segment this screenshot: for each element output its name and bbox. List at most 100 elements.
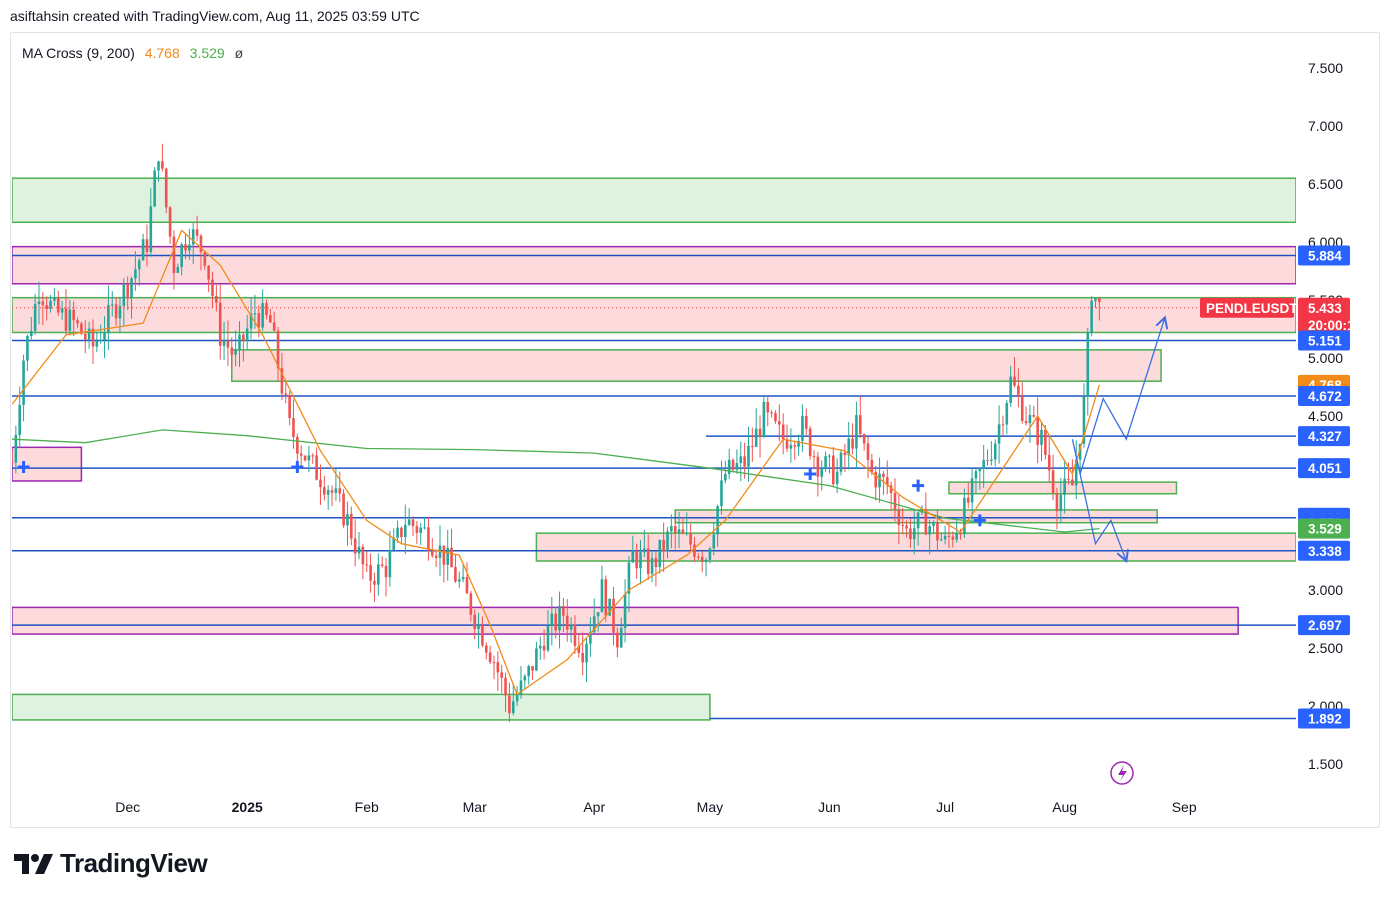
candle-body	[639, 552, 642, 569]
y-axis-tick-label: 7.500	[1308, 60, 1343, 76]
candle-body	[1040, 429, 1043, 445]
x-axis-label: Apr	[583, 799, 605, 815]
x-axis-label: Jun	[818, 799, 841, 815]
candle-body	[712, 534, 716, 549]
candle-body	[897, 510, 901, 526]
candle-body	[454, 567, 457, 582]
candle-body	[477, 623, 480, 629]
candle-body	[481, 623, 484, 646]
price-tag-label: 4.327	[1308, 429, 1342, 444]
y-axis-tick-label: 5.000	[1308, 350, 1343, 366]
candle-body	[670, 526, 673, 532]
candle-body	[762, 401, 766, 438]
candle-body	[963, 497, 966, 535]
candle-body	[319, 479, 322, 488]
price-tag-label: 3.338	[1308, 544, 1342, 559]
candle-body	[215, 295, 218, 303]
candle-body	[83, 333, 87, 340]
candle-body	[276, 330, 280, 369]
candle-body	[1024, 420, 1028, 424]
candle-body	[824, 456, 827, 469]
price-chart[interactable]: 7.5007.0006.5006.0005.5005.0004.5003.000…	[0, 0, 1392, 830]
candle-body	[627, 562, 631, 594]
candle-body	[64, 308, 68, 331]
candle-body	[797, 440, 800, 447]
candle-body	[1090, 300, 1093, 333]
candle-body	[269, 315, 272, 323]
ma-slow-line	[12, 429, 1100, 533]
candle-body	[180, 244, 183, 268]
candle-body	[631, 550, 635, 563]
price-tag-level	[1298, 386, 1350, 407]
candle-body	[716, 506, 719, 535]
candle-body	[947, 535, 951, 537]
forecast-path	[1079, 317, 1166, 475]
tradingview-logo[interactable]: TradingView	[14, 848, 208, 879]
candle-body	[45, 305, 49, 310]
price-tag-last	[1298, 297, 1350, 334]
indicator-fast-value: 4.768	[144, 45, 180, 61]
candle-body	[419, 527, 423, 533]
candle-body	[801, 415, 804, 441]
candle-body	[307, 455, 311, 461]
candle-body	[299, 453, 303, 456]
candle-body	[943, 535, 947, 540]
y-axis-tick-label: 4.500	[1308, 408, 1343, 424]
candle-body	[423, 527, 426, 529]
candle-body	[407, 519, 411, 525]
candle-body	[643, 548, 646, 553]
candle-body	[851, 438, 854, 449]
candle-body	[130, 278, 133, 299]
candle-body	[330, 490, 334, 493]
candle-body	[550, 613, 554, 626]
candle-body	[978, 468, 982, 472]
candle-body	[527, 666, 530, 677]
price-tag-label: 2.697	[1308, 618, 1342, 633]
x-axis-label: Aug	[1052, 799, 1077, 815]
indicator-name[interactable]: MA Cross (9, 200)	[22, 45, 135, 61]
candle-body	[373, 580, 376, 585]
candle-body	[770, 412, 773, 414]
candle-body	[523, 676, 527, 681]
candle-body	[461, 576, 465, 580]
candle-body	[384, 565, 388, 578]
price-tag-label: 5.884	[1308, 248, 1342, 263]
candle-body	[122, 283, 126, 306]
x-axis-label: Dec	[115, 799, 140, 815]
candle-body	[1082, 396, 1086, 444]
candle-body	[334, 488, 338, 493]
candle-body	[442, 545, 446, 565]
candle-body	[708, 548, 712, 560]
y-axis-tick-label: 6.500	[1308, 176, 1343, 192]
candle-body	[76, 320, 79, 324]
candle-body	[95, 340, 99, 347]
candle-body	[68, 309, 72, 331]
candle-body	[1078, 443, 1082, 460]
candle-body	[403, 524, 407, 538]
candle-body	[49, 300, 52, 310]
candle-body	[870, 460, 874, 472]
candle-body	[126, 283, 129, 299]
candle-body	[392, 537, 396, 551]
candle-body	[400, 527, 403, 538]
indicator-slow-value: 3.529	[189, 45, 225, 61]
candle-body	[357, 546, 361, 554]
candle-body	[920, 508, 924, 513]
candle-body	[492, 662, 496, 664]
candle-body	[542, 645, 546, 651]
candle-body	[704, 559, 708, 562]
candle-body	[60, 308, 64, 313]
candle-body	[623, 593, 627, 628]
candle-body	[573, 624, 577, 646]
lightning-icon[interactable]	[1110, 761, 1134, 785]
candle-body	[288, 394, 291, 419]
candle-body	[1028, 414, 1032, 424]
eye-off-icon[interactable]: ø	[234, 45, 244, 61]
candle-body	[658, 539, 662, 568]
indicator-legend[interactable]: MA Cross (9, 200) 4.768 3.529 ø	[22, 45, 243, 61]
candle-body	[184, 244, 187, 251]
candle-body	[91, 328, 95, 347]
candle-body	[569, 624, 573, 630]
price-tag-level	[1298, 615, 1350, 636]
candle-body	[326, 490, 330, 495]
